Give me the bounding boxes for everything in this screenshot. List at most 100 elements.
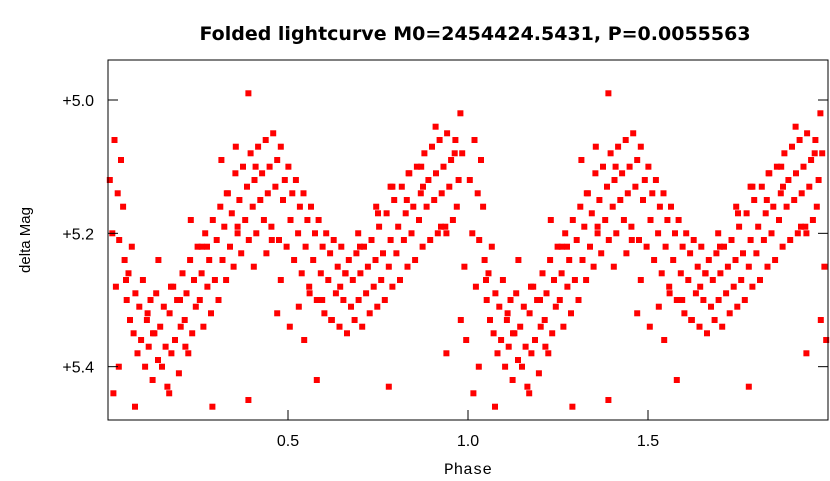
data-point (637, 277, 644, 283)
data-point (295, 303, 302, 310)
data-point (681, 310, 688, 317)
data-point (480, 203, 487, 210)
data-point (539, 270, 546, 277)
data-point (551, 277, 557, 283)
data-point (157, 323, 164, 330)
data-point (353, 250, 360, 257)
data-point (438, 190, 445, 197)
data-point (666, 290, 673, 297)
data-point (182, 343, 189, 350)
data-point (132, 290, 139, 297)
data-point (395, 223, 402, 230)
data-point (803, 230, 810, 237)
data-point (312, 230, 318, 237)
data-point (110, 390, 117, 397)
data-point (274, 157, 281, 163)
data-point (387, 183, 394, 190)
data-point (809, 217, 816, 223)
data-point (159, 363, 165, 370)
data-point (413, 163, 420, 170)
data-point (466, 177, 473, 183)
data-point (250, 263, 257, 270)
data-point (515, 357, 521, 363)
chart-title: Folded lightcurve M0=2454424.5431, P=0.0… (199, 23, 750, 45)
data-point (594, 223, 601, 230)
data-point (315, 217, 322, 223)
data-point (581, 223, 588, 230)
data-point (223, 277, 230, 283)
data-point (336, 323, 343, 330)
x-axis-label: Phase (444, 461, 492, 479)
data-point (116, 237, 123, 243)
data-point (656, 203, 663, 210)
data-point (319, 297, 326, 303)
data-point (655, 230, 662, 237)
data-point (721, 243, 727, 250)
data-point (513, 290, 520, 297)
data-point (613, 230, 620, 237)
data-point (757, 277, 763, 283)
data-point (266, 163, 273, 170)
data-point (118, 157, 124, 163)
data-point (738, 277, 745, 283)
data-point (773, 163, 780, 170)
data-point (328, 317, 335, 323)
data-point (277, 277, 284, 283)
data-point (253, 230, 260, 237)
data-point (469, 230, 476, 237)
data-point (474, 190, 481, 197)
data-point (453, 203, 460, 210)
data-point (520, 303, 527, 310)
data-point (130, 330, 137, 337)
data-point (355, 297, 362, 303)
data-point (375, 210, 381, 217)
data-point (376, 223, 383, 230)
data-point (232, 143, 239, 150)
data-point (179, 270, 186, 277)
data-point (804, 130, 811, 137)
data-point (806, 183, 813, 190)
data-point (319, 243, 326, 250)
data-point (295, 230, 302, 237)
data-point (547, 257, 554, 263)
data-point (778, 163, 785, 170)
data-point (187, 257, 194, 263)
data-point (732, 257, 739, 263)
data-point (592, 143, 599, 150)
data-point (168, 283, 174, 290)
data-point (517, 323, 524, 330)
data-point (259, 170, 266, 177)
data-point (187, 217, 194, 223)
data-point (626, 163, 633, 170)
data-point (123, 297, 130, 303)
data-point (306, 283, 313, 290)
data-point (442, 223, 449, 230)
data-point (542, 343, 549, 350)
data-point (304, 217, 311, 223)
data-point (751, 197, 758, 203)
data-point (545, 350, 552, 357)
data-point (673, 297, 680, 303)
data-point (543, 290, 550, 297)
data-point (492, 403, 498, 410)
data-point (715, 297, 722, 303)
data-point (257, 197, 264, 203)
data-point (209, 217, 216, 223)
data-point (587, 243, 593, 250)
data-point (628, 237, 635, 243)
data-point (610, 263, 617, 270)
data-point (519, 363, 525, 370)
data-point (705, 257, 712, 263)
data-point (402, 210, 409, 217)
data-point (649, 190, 656, 197)
data-point (277, 143, 284, 150)
data-point (641, 177, 648, 183)
data-point (111, 137, 118, 143)
data-point (419, 243, 426, 250)
data-point (673, 377, 680, 383)
data-point (770, 203, 777, 210)
data-point (675, 217, 682, 223)
data-point (389, 283, 396, 290)
data-point (470, 390, 477, 397)
